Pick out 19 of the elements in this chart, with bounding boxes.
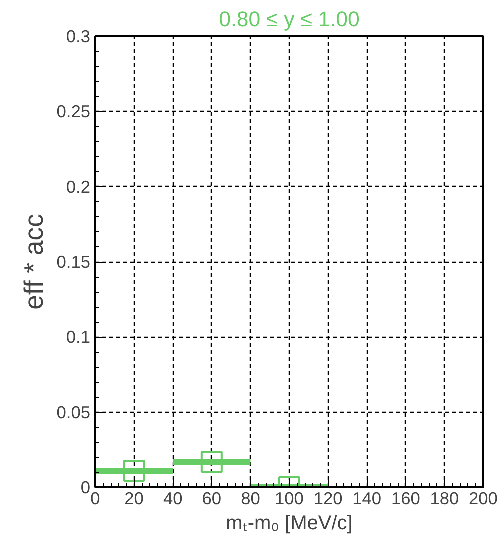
x-tick-label: 200 <box>469 488 498 508</box>
y-tick-label: 0.05 <box>56 402 91 422</box>
x-tick-label: 60 <box>202 488 222 508</box>
x-tick-label: 20 <box>124 488 144 508</box>
x-tick-label: 80 <box>241 488 260 508</box>
x-tick-label: 100 <box>275 488 304 508</box>
x-tick-label: 120 <box>314 488 343 508</box>
y-tick-label: 0.2 <box>66 176 91 197</box>
x-tick-label: 160 <box>391 488 420 508</box>
y-tick-label: 0.3 <box>66 26 91 46</box>
y-tick-label: 0.15 <box>56 252 91 272</box>
x-axis-title: mₜ-m₀ [MeV/c] <box>226 512 353 534</box>
x-tick-label: 140 <box>352 488 382 508</box>
y-tick-label: 0.25 <box>56 102 91 122</box>
y-axis-title: eff * acc <box>18 214 49 310</box>
y-tick-label: 0.1 <box>66 327 91 348</box>
x-tick-label: 40 <box>163 488 183 508</box>
chart-title: 0.80 ≤ y ≤ 1.00 <box>219 8 360 32</box>
x-tick-label: 180 <box>430 488 460 508</box>
